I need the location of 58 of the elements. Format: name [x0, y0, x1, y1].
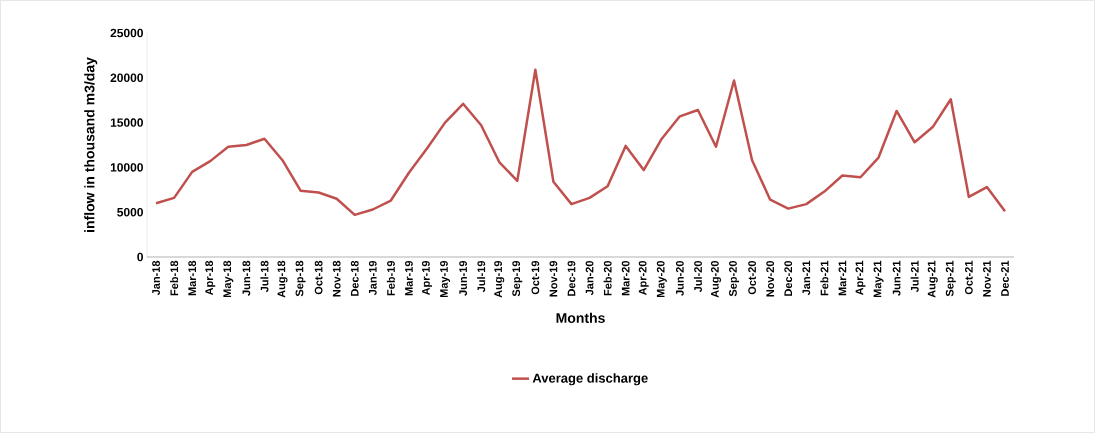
- y-tick-label: 25000: [110, 28, 143, 38]
- x-tick-label: Apr-20: [638, 260, 649, 296]
- x-tick-label: Nov-21: [983, 260, 991, 297]
- y-tick-label: 20000: [110, 73, 143, 83]
- x-tick-label: Feb-19: [386, 260, 395, 296]
- x-tick-label: Feb-20: [603, 260, 612, 296]
- x-tick-label: Jul-19: [477, 260, 486, 293]
- y-tick-label: 0: [137, 252, 143, 262]
- x-tick-label: Oct-20: [748, 260, 756, 295]
- x-tick-label: Jan-19: [368, 260, 377, 296]
- y-tick-label: 15000: [110, 118, 143, 127]
- x-tick-label: Sep-20: [729, 260, 739, 297]
- legend-label: Average discharge: [532, 373, 648, 386]
- x-tick-label: Sep-19: [512, 260, 523, 297]
- x-tick-label: Jul-20: [693, 260, 702, 293]
- x-tick-label: Jul-18: [260, 260, 269, 293]
- x-tick-label: Nov-18: [332, 260, 341, 297]
- x-tick-label: Nov-20: [766, 260, 775, 297]
- x-tick-label: Jun-20: [675, 260, 684, 296]
- x-tick-label: Jun-18: [242, 260, 251, 296]
- x-tick-label: May-20: [656, 260, 667, 298]
- x-tick-label: Aug-21: [927, 260, 938, 298]
- x-tick-label: Mar-19: [405, 260, 413, 296]
- x-tick-label: Jan-20: [585, 260, 594, 296]
- x-tick-label: Mar-20: [621, 260, 630, 296]
- x-tick-label: Oct-18: [314, 260, 323, 295]
- y-tick-label: 5000: [117, 207, 143, 217]
- x-tick-label: Nov-19: [549, 260, 558, 297]
- x-tick-label: Oct-19: [531, 260, 540, 295]
- x-tick-label: May-21: [873, 260, 884, 298]
- x-tick-label: Dec-19: [567, 260, 576, 296]
- x-tick-label: Apr-18: [205, 260, 216, 296]
- x-tick-label: Mar-18: [188, 260, 197, 296]
- x-tick-label: Jul-21: [910, 260, 919, 293]
- line-series: [154, 68, 1007, 217]
- x-tick-label: Feb-18: [170, 260, 179, 296]
- x-tick-label: Dec-21: [1001, 260, 1009, 296]
- x-tick-label: Aug-19: [494, 260, 505, 298]
- x-tick-label: Oct-21: [964, 260, 973, 295]
- x-tick-label: May-18: [223, 260, 234, 298]
- x-tick-label: Sep-21: [945, 260, 956, 297]
- x-tick-label: Feb-21: [820, 260, 829, 296]
- x-tick-label: Apr-21: [855, 260, 866, 296]
- x-tick-label: Dec-18: [350, 260, 359, 296]
- x-tick-label: Mar-21: [838, 260, 847, 296]
- y-axis-title: inflow in thousand m3/day: [84, 57, 98, 232]
- x-tick-label: Aug-20: [710, 260, 721, 298]
- x-tick-label: Dec-20: [784, 260, 793, 296]
- x-tick-label: Jun-21: [892, 260, 901, 296]
- x-tick-label: Apr-19: [422, 260, 432, 296]
- x-tick-label: Jun-19: [459, 260, 467, 296]
- x-tick-label: Jan-18: [152, 260, 160, 296]
- x-tick-label: Jan-21: [802, 260, 811, 296]
- y-tick-label: 10000: [110, 163, 143, 172]
- x-tick-label: Sep-18: [295, 260, 306, 297]
- x-axis-title: Months: [556, 312, 605, 323]
- x-tick-label: Aug-18: [277, 260, 288, 298]
- x-tick-label: May-19: [440, 260, 451, 298]
